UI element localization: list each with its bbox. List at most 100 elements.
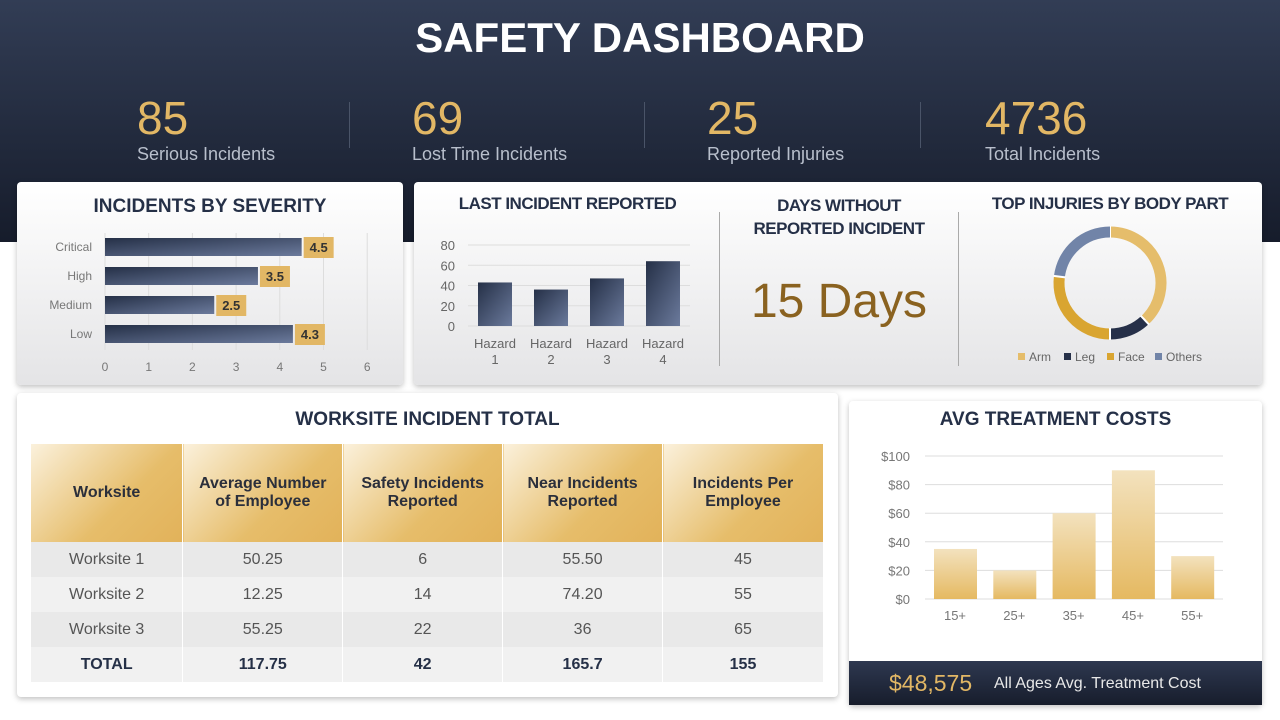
cell: 14 [342, 577, 504, 612]
bar [993, 570, 1037, 599]
column-header: Incidents Per Employee [662, 444, 824, 542]
days-title-line: REPORTED INCIDENT [753, 219, 925, 238]
cell: Worksite 1 [31, 542, 184, 577]
data-label: 3.5 [266, 269, 284, 284]
cell: 45 [662, 542, 824, 577]
category-label: Hazard [474, 336, 516, 351]
legend-label: Arm [1029, 350, 1051, 364]
tick-label: $0 [896, 592, 910, 607]
column-header: Safety Incidents Reported [342, 444, 504, 542]
kpi-value: 69 [412, 92, 464, 144]
tick-label: 80 [441, 238, 455, 253]
table-header-row: Worksite Average Number of Employee Safe… [31, 444, 824, 542]
bar [105, 238, 302, 256]
table-row: Worksite 2 12.25 14 74.20 55 [31, 577, 824, 612]
bar [105, 325, 293, 343]
page-title: SAFETY DASHBOARD [415, 14, 865, 61]
cell: Worksite 2 [31, 577, 184, 612]
worksite-title: WORKSITE INCIDENT TOTAL [295, 409, 560, 430]
legend-label: Leg [1075, 350, 1095, 364]
cell: 165.7 [502, 647, 664, 682]
bar [105, 267, 258, 285]
treatment-footer: $48,575 All Ages Avg. Treatment Cost [849, 661, 1262, 705]
bar [534, 289, 568, 326]
category-label: 4 [659, 352, 666, 367]
bar [105, 296, 215, 314]
cell: 155 [662, 647, 824, 682]
tick-label: 60 [441, 258, 455, 273]
category-label: Hazard [586, 336, 628, 351]
severity-chart: 0 1 2 3 4 5 6 Critical 4.5 High 3.5 Medium 2.5 Low 4.3 [49, 233, 371, 374]
data-label: 2.5 [222, 298, 240, 313]
days-title: DAYS WITHOUT REPORTED INCIDENT [722, 194, 956, 240]
tick-label: 2 [189, 360, 196, 374]
cell: 65 [662, 612, 824, 647]
tick-label: 3 [233, 360, 240, 374]
tick-label: $20 [888, 563, 910, 578]
divider [644, 102, 645, 148]
data-label: 4.5 [310, 240, 328, 255]
days-value: 15 Days [750, 275, 928, 328]
divider [349, 102, 350, 148]
cell: 55.25 [182, 612, 344, 647]
table-row: Worksite 3 55.25 22 36 65 [31, 612, 824, 647]
cell: 12.25 [182, 577, 344, 612]
tick-label: $40 [888, 535, 910, 550]
tick-label: 20 [441, 299, 455, 314]
column-header: Near Incidents Reported [502, 444, 664, 542]
last-incident-title: LAST INCIDENT REPORTED [458, 194, 677, 213]
legend-swatch [1107, 353, 1114, 360]
bar [934, 548, 977, 599]
data-label-bg [216, 295, 247, 316]
tick-label: $80 [888, 478, 910, 493]
table-total-row: TOTAL 117.75 42 165.7 155 [31, 647, 824, 682]
category-label: Low [70, 327, 92, 341]
category-label: 35+ [1063, 608, 1085, 623]
category-label: 45+ [1122, 608, 1144, 623]
cell: 6 [342, 542, 504, 577]
category-label: Hazard [530, 336, 572, 351]
bar [478, 282, 512, 326]
days-title-line: DAYS WITHOUT [777, 196, 901, 215]
cell: 117.75 [182, 647, 344, 682]
divider [920, 102, 921, 148]
footer-value: $48,575 [889, 670, 973, 696]
severity-title: INCIDENTS BY SEVERITY [93, 196, 327, 217]
divider [719, 212, 720, 366]
divider [958, 212, 959, 366]
slice-separator [1140, 315, 1150, 326]
tick-label: 40 [441, 279, 455, 294]
category-label: 3 [603, 352, 610, 367]
donut-slice [1053, 275, 1111, 340]
cell: 55 [662, 577, 824, 612]
tick-label: $60 [888, 506, 910, 521]
cell: 55.50 [502, 542, 664, 577]
kpi-value: 25 [707, 92, 759, 144]
bar [646, 261, 680, 326]
data-label-bg [303, 237, 334, 258]
cell: 42 [342, 647, 504, 682]
slice-separator [1053, 274, 1066, 279]
kpi-label: Total Incidents [985, 144, 1101, 164]
tick-label: 5 [320, 360, 327, 374]
table-row: Worksite 1 50.25 6 55.50 45 [31, 542, 824, 577]
kpi-lost-time: 69 Lost Time Incidents [412, 92, 567, 165]
tick-label: 0 [448, 319, 455, 334]
category-label: Hazard [642, 336, 684, 351]
kpi-total: 4736 Total Incidents [985, 92, 1100, 165]
legend-swatch [1155, 353, 1162, 360]
cell: 50.25 [182, 542, 344, 577]
data-label-bg [259, 266, 290, 287]
category-label: Critical [55, 240, 92, 254]
kpi-value: 4736 [985, 92, 1088, 144]
treatment-title: AVG TREATMENT COSTS [939, 409, 1172, 430]
cell: TOTAL [31, 647, 184, 682]
kpi-label: Serious Incidents [137, 144, 276, 164]
worksite-table: Worksite Average Number of Employee Safe… [31, 444, 824, 682]
cell: 36 [502, 612, 664, 647]
category-label: High [67, 269, 92, 283]
injuries-donut-chart: Arm Leg Face Others [1018, 226, 1202, 364]
category-label: 15+ [944, 608, 966, 623]
treatment-chart: $0 $20 $40 $60 $80 $100 15+ 25+ 35+ 45+ 55+ [881, 449, 1223, 623]
